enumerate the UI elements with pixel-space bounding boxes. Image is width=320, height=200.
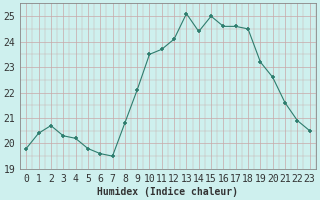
X-axis label: Humidex (Indice chaleur): Humidex (Indice chaleur) xyxy=(98,186,238,197)
